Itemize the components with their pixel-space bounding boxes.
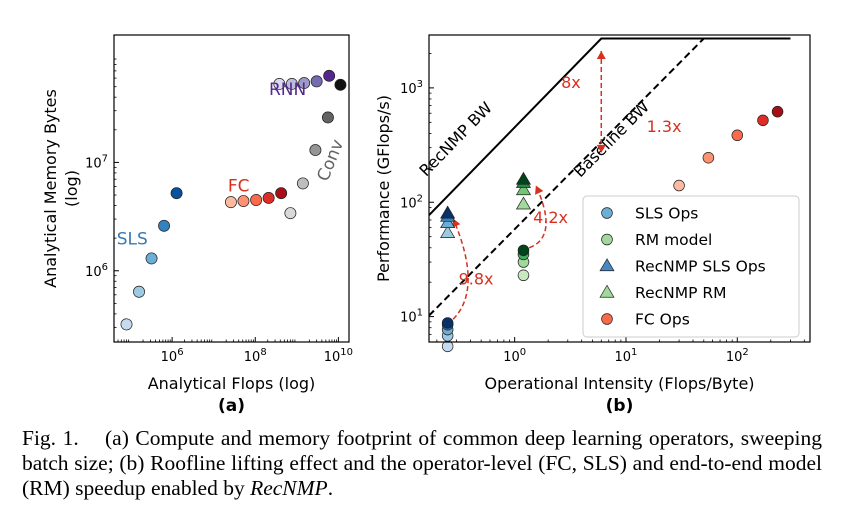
fc-point (237, 195, 250, 207)
a-y-tick-label: 106 (85, 262, 108, 280)
b-y-axis-label: Performance (GFlops/s) (374, 95, 393, 282)
legend-marker (601, 233, 613, 246)
fc-ops-point (771, 105, 784, 118)
rm-model-point (517, 269, 530, 282)
rnn-group-label: RNN (269, 80, 306, 100)
sls-point (170, 187, 183, 200)
caption-end: . (327, 476, 334, 500)
speedup-arrow-head (535, 185, 544, 195)
conv-point (296, 177, 309, 190)
figure: 106 108 1010 106 107 SLS FC RNN Conv Analytical F… (41, 34, 811, 416)
speedup-annotation: 9.8x (459, 270, 494, 289)
fc-point (262, 191, 275, 204)
rnn-point (310, 75, 323, 88)
sls-point (133, 285, 145, 298)
sls-point (120, 318, 133, 331)
recnmp-sls-ops-point (440, 215, 456, 228)
b-panel-label: (b) (606, 396, 634, 416)
legend-entry-fc-ops: FC Ops (635, 311, 690, 329)
conv-point (309, 144, 322, 157)
sls-point (158, 219, 171, 232)
legend-entry-sls-ops: SLS Ops (635, 205, 698, 223)
conv-point (321, 111, 334, 124)
b-y-tick-label: 101 (400, 308, 423, 326)
speedup-annotation: 8x (561, 73, 581, 92)
a-x-tick-label: 108 (244, 347, 267, 365)
a-panel-label: (a) (218, 396, 245, 416)
speedup-annotation: 1.3x (647, 117, 682, 136)
baseline-bw-roofline-label: Baseline BW (570, 97, 653, 181)
conv-point (334, 78, 347, 91)
rnn-point (298, 77, 311, 90)
rnn-point (285, 77, 298, 90)
b-x-axis-label: Operational Intensity (Flops/Byte) (484, 374, 754, 393)
sls-group-label: SLS (117, 229, 148, 249)
speedup-annotation: 4.2x (533, 208, 568, 227)
plot-area (429, 37, 791, 317)
panel-b-chart: RecNMP BW Baseline BW 8x 4.2x 9.8x 1.3x 100 101… (374, 34, 811, 416)
rm-model-point (517, 244, 530, 257)
legend-entry-recnmp-sls-ops: RecNMP SLS Ops (635, 258, 766, 276)
legend-marker (599, 258, 615, 272)
legend-entry-recnmp-rm: RecNMP RM (635, 284, 727, 302)
sls-ops-point (441, 317, 454, 329)
a-x-tick-label: 106 (161, 347, 184, 365)
fc-group-label: FC (228, 176, 250, 196)
legend-marker (599, 284, 615, 298)
speedup-arrow (452, 218, 469, 320)
b-y-tick-label: 103 (400, 79, 423, 97)
figure-caption: Fig. 1. (a) Compute and memory footprint… (22, 426, 822, 501)
recnmp-sls-ops-point (440, 205, 456, 219)
fc-ops-point (673, 179, 685, 192)
recnmp-rm-point (515, 182, 532, 196)
plot-frame (428, 34, 811, 343)
legend: SLS Ops RM model RecNMP SLS Ops RecNMP RM FC… (582, 195, 800, 338)
recnmp-bw-roofline-label: RecNMP BW (415, 98, 496, 180)
recnmp-rm-point (515, 171, 532, 185)
b-y-tick-label: 102 (400, 193, 423, 211)
conv-point (284, 207, 297, 220)
fc-ops-point (731, 129, 744, 142)
b-x-tick-label: 102 (726, 347, 749, 365)
legend-box (582, 195, 800, 338)
sls-point (145, 252, 158, 265)
speedup-arrow (528, 185, 547, 249)
caption-text: (a) Compute and memory footprint of comm… (22, 426, 822, 500)
rnn-point (323, 69, 336, 82)
recnmp-sls-ops-point (440, 225, 456, 238)
fc-point (250, 194, 263, 206)
recnmp-rm-point (515, 196, 532, 210)
legend-marker (601, 313, 613, 325)
fc-ops-point (757, 114, 769, 127)
fc-point (224, 196, 237, 209)
b-x-tick-label: 100 (503, 347, 526, 365)
a-y-axis-label: Analytical Memory Bytes (log) (41, 89, 81, 288)
panel-a-chart: 106 108 1010 106 107 SLS FC RNN Conv Analytical F… (41, 34, 353, 416)
baseline-bw-roofline (429, 37, 791, 317)
fc-ops-point (702, 151, 715, 164)
plot-frame (113, 34, 350, 343)
a-x-tick-label: 1010 (324, 347, 353, 365)
a-y-tick-label: 107 (85, 153, 108, 171)
caption-emphasis: RecNMP (250, 476, 328, 500)
b-x-tick-label: 101 (615, 347, 638, 365)
rnn-point (273, 77, 286, 90)
speedup-arrow-head (596, 144, 606, 153)
a-x-axis-label: Analytical Flops (log) (148, 374, 316, 393)
caption-fig-label: Fig. 1. (22, 426, 79, 450)
legend-entry-rm-model: RM model (635, 231, 712, 249)
fc-point (275, 187, 288, 200)
conv-group-label: Conv (313, 137, 348, 184)
legend-marker (601, 207, 613, 219)
